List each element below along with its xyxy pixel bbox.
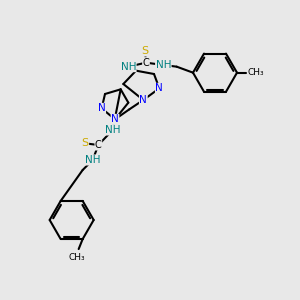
Text: N: N [98,103,106,113]
Text: CH₃: CH₃ [68,253,85,262]
Text: C: C [142,58,149,68]
Text: C: C [95,140,102,150]
Text: S: S [141,46,148,56]
Text: NH: NH [121,62,136,72]
Text: N: N [140,95,147,105]
Text: NH: NH [85,155,100,165]
Text: NH: NH [105,125,120,135]
Text: N: N [111,114,119,124]
Text: N: N [155,83,163,93]
Text: S: S [81,138,88,148]
Text: CH₃: CH₃ [248,68,265,77]
Text: NH: NH [156,60,171,70]
